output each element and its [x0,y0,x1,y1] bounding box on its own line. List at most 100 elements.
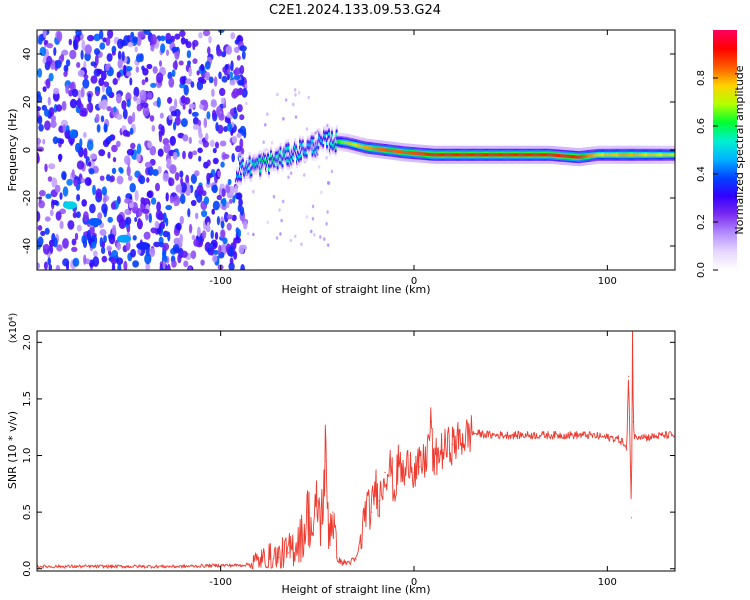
signal-track-cell [645,153,647,157]
noise-blob [200,79,207,84]
noise-blob [224,64,229,70]
noise-blob [101,203,108,214]
noise-blob [231,135,237,144]
noise-blob [179,193,186,205]
noise-blob [183,84,189,96]
signal-track-cell [372,146,375,150]
noise-blob [212,157,219,165]
noise-blob [326,210,329,214]
colorbar-ticks: 0.0 0.2 0.4 0.6 0.8 [696,70,718,278]
signal-track-cell [419,152,422,156]
noise-blob [158,212,164,221]
signal-track-cell [561,154,564,158]
spectrogram-x-axis-label: Height of straight line (km) [281,283,430,296]
signal-track-cell [346,141,349,145]
signal-track-cell [436,153,439,157]
noise-blob [44,216,51,222]
signal-track-cell [627,153,630,157]
noise-blob [208,76,214,84]
noise-blob [148,212,152,224]
signal-track-cell [300,144,303,148]
signal-track-cell [465,153,468,157]
signal-track-cell [656,153,659,157]
signal-track-cell [671,153,673,157]
noise-blob [226,123,233,132]
signal-track-cell [526,153,528,157]
noise-blob [211,208,215,215]
snr-point [419,466,421,468]
x-tick-label: 0 [411,577,417,588]
noise-blob [234,185,238,194]
signal-track [236,124,675,187]
noise-blob [137,248,142,255]
y-tick-label: 1.0 [22,448,33,464]
noise-blob [232,239,237,250]
signal-track-cell [375,147,378,151]
noise-blob [94,48,100,56]
signal-track-cell [299,142,301,147]
noise-blob [37,106,41,112]
noise-blob [132,260,140,268]
noise-blob [179,215,184,225]
noise-blob [182,104,186,110]
noise-blob [46,43,54,49]
noise-blob [94,86,101,92]
snr-point [633,437,636,440]
snr-point [568,434,570,436]
noise-blob [212,200,220,211]
signal-track-cell [535,153,538,157]
signal-track-cell [538,153,541,157]
y-tick-label: 2.0 [22,334,33,350]
noise-blob [206,221,210,231]
signal-track-cell [588,154,590,158]
noise-blob [139,89,147,101]
noise-blob [228,198,233,204]
signal-track-cell [431,153,434,157]
noise-blob [210,229,214,239]
noise-blob [200,63,205,72]
noise-blob [229,257,234,265]
noise-blob [116,175,124,185]
noise-blob [37,68,43,78]
signal-track-cell [270,160,273,164]
snr-y-multiplier: (x10⁴) [8,313,19,344]
noise-blob [204,60,211,70]
signal-track-cell [323,133,325,137]
noise-blob [177,253,182,264]
signal-track-cell [488,153,491,157]
noise-blob [203,196,210,205]
signal-track-cell [541,153,544,157]
signal-track-cell [587,154,589,158]
noise-blob [77,89,82,100]
noise-blob [224,211,229,223]
signal-track-cell [271,158,274,162]
noise-blob [235,145,242,153]
noise-blob [216,48,223,57]
snr-point [142,565,144,568]
y-tick-label: 20 [22,96,33,109]
noise-blob [165,217,169,227]
noise-blob [126,148,134,156]
noise-blob [121,51,125,62]
signal-track-cell [581,155,584,159]
signal-track-cell [320,138,323,143]
signal-track-cell [344,141,347,145]
signal-track-cell [321,139,324,143]
noise-blob [330,169,334,174]
signal-track-cell [421,152,424,156]
noise-blob [234,67,240,77]
noise-blob [233,74,241,80]
noise-blob [136,152,141,163]
signal-track-cell [624,153,627,157]
signal-track-cell [630,153,633,157]
signal-track-cell [330,134,333,138]
signal-track-cell [353,142,355,147]
signal-track-cell [549,153,552,157]
signal-track-cell [502,153,505,157]
noise-blob [212,249,219,255]
signal-track-cell [289,155,292,159]
signal-track-cell [616,153,618,157]
noise-blob [104,64,110,71]
noise-blob [231,153,235,163]
noise-blob [247,231,250,236]
